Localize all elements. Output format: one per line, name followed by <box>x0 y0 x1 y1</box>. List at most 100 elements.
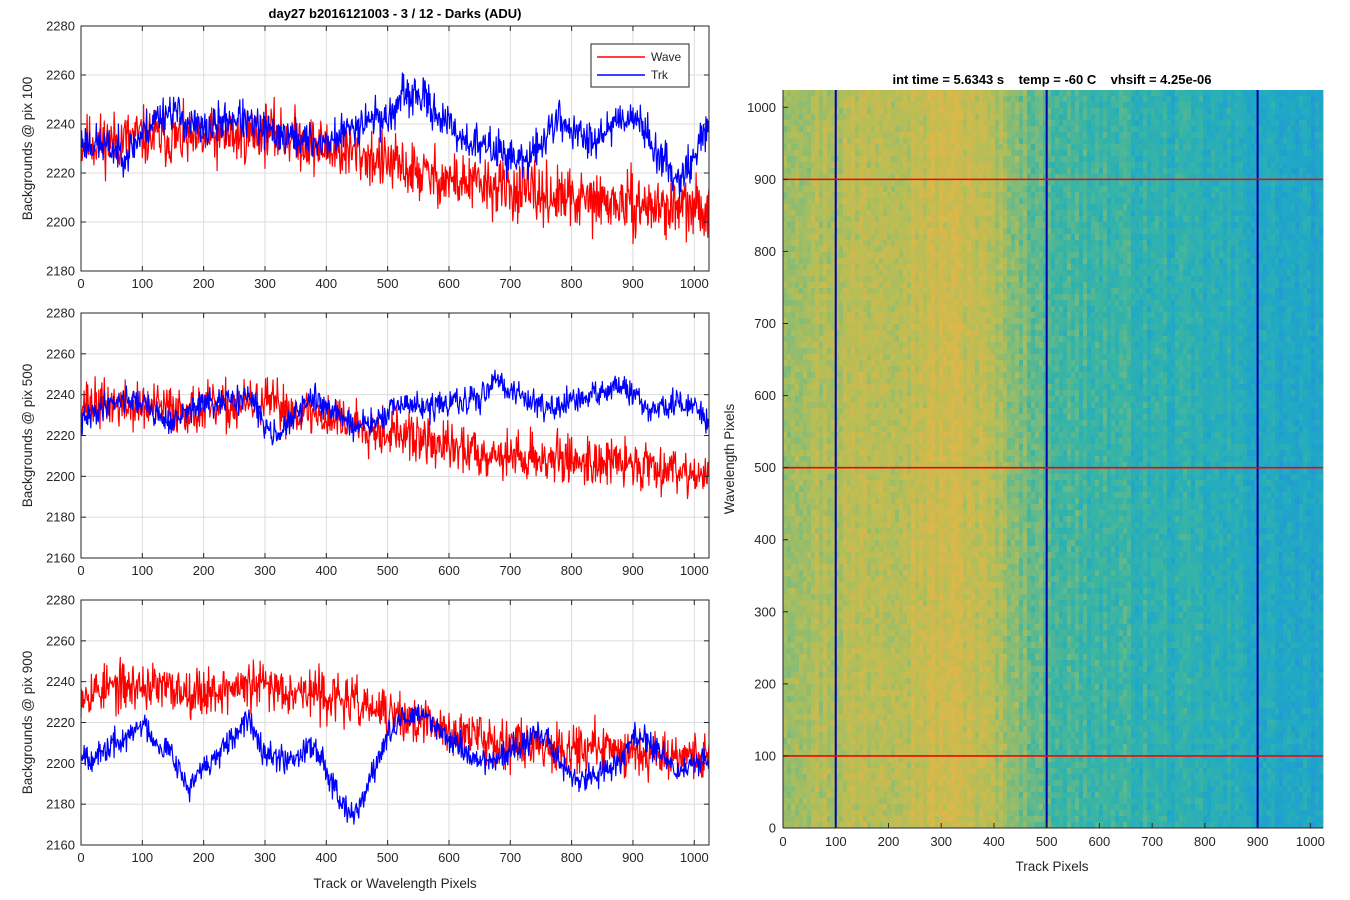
heatmap-cell <box>935 222 940 229</box>
heatmap-cell <box>891 192 896 199</box>
heatmap-cell <box>899 438 904 445</box>
heatmap-cell <box>795 756 800 763</box>
line-panel-pix-900: 0 100 200 300 400 500 600 700 800 900 100021602180… <box>20 593 710 865</box>
heatmap-cell <box>863 150 868 157</box>
heatmap-cell <box>903 612 908 619</box>
heatmap-cell <box>823 666 828 673</box>
heatmap-cell <box>935 90 940 97</box>
heatmap-cell <box>879 606 884 613</box>
heatmap-cell <box>903 336 908 343</box>
heatmap-cell <box>827 582 832 589</box>
heatmap-cell <box>899 102 904 109</box>
x-tick-label: 1000 <box>680 276 709 291</box>
heatmap-cell <box>875 180 880 187</box>
heatmap-cell <box>935 126 940 133</box>
heatmap-cell <box>783 588 788 595</box>
heatmap-cell <box>867 396 872 403</box>
heatmap-cell <box>935 324 940 331</box>
heatmap-cell <box>903 636 908 643</box>
heatmap-cell <box>799 444 804 451</box>
heatmap-cell <box>791 348 796 355</box>
heatmap-cell <box>811 576 816 583</box>
heatmap-cell <box>819 414 824 421</box>
heatmap-cell <box>867 96 872 103</box>
heatmap-cell <box>875 732 880 739</box>
heatmap-cell <box>843 462 848 469</box>
heatmap-cell <box>867 390 872 397</box>
heatmap-cell <box>859 462 864 469</box>
heatmap-cell <box>927 432 932 439</box>
heatmap-cell <box>911 600 916 607</box>
heatmap-cell <box>831 528 836 535</box>
heatmap-cell <box>915 630 920 637</box>
heatmap-cell <box>819 276 824 283</box>
y-tick-label: 2260 <box>46 68 75 83</box>
heatmap-cell <box>831 750 836 757</box>
heatmap-cell <box>871 732 876 739</box>
heatmap-cell <box>783 540 788 547</box>
heatmap-cell <box>883 522 888 529</box>
heatmap-cell <box>803 336 808 343</box>
heatmap-cell <box>851 600 856 607</box>
heatmap-cell <box>815 690 820 697</box>
heatmap-cell <box>835 756 840 763</box>
heatmap-cell <box>895 342 900 349</box>
heatmap-cell <box>811 510 816 517</box>
heatmap-cell <box>927 702 932 709</box>
heatmap-cell <box>795 282 800 289</box>
heatmap-cell <box>931 558 936 565</box>
heatmap-cell <box>855 558 860 565</box>
heatmap-cell <box>839 672 844 679</box>
heatmap-cell <box>835 774 840 781</box>
heatmap-cell <box>851 300 856 307</box>
heatmap-cell <box>887 348 892 355</box>
heatmap-cell <box>851 804 856 811</box>
heatmap-cell <box>847 156 852 163</box>
heatmap-cell <box>875 762 880 769</box>
heatmap-cell <box>911 522 916 529</box>
heatmap-cell <box>903 228 908 235</box>
heatmap-cell <box>831 108 836 115</box>
heatmap-cell <box>891 564 896 571</box>
heatmap-cell <box>915 144 920 151</box>
heatmap-cell <box>855 708 860 715</box>
heatmap-cell <box>875 564 880 571</box>
heatmap-cell <box>895 798 900 805</box>
heatmap-cell <box>907 702 912 709</box>
heatmap-cell <box>839 366 844 373</box>
heatmap-cell <box>855 252 860 259</box>
heatmap-cell <box>887 504 892 511</box>
heatmap-cell <box>851 534 856 541</box>
heatmap-cell <box>887 684 892 691</box>
heatmap-cell <box>831 462 836 469</box>
heatmap-cell <box>911 450 916 457</box>
heatmap-cell <box>795 588 800 595</box>
heatmap-cell <box>795 408 800 415</box>
heatmap-cell <box>903 702 908 709</box>
heatmap-cell <box>827 480 832 487</box>
heatmap-cell <box>823 798 828 805</box>
heatmap-cell <box>835 594 840 601</box>
heatmap-cell <box>859 456 864 463</box>
heatmap-cell <box>855 138 860 145</box>
heatmap-cell <box>783 192 788 199</box>
heatmap-cell <box>859 360 864 367</box>
heatmap-cell <box>867 654 872 661</box>
heatmap-cell <box>899 774 904 781</box>
heatmap-cell <box>803 522 808 529</box>
heatmap-cell <box>919 660 924 667</box>
axes: 0 100 200 300 400 500 600 700 800 900 100021602180… <box>46 306 710 578</box>
heatmap-cell <box>843 750 848 757</box>
heatmap-cell <box>811 546 816 553</box>
heatmap-cell <box>883 720 888 727</box>
heatmap-cell <box>891 366 896 373</box>
heatmap-cell <box>891 222 896 229</box>
heatmap-cell <box>783 318 788 325</box>
heatmap-cell <box>899 552 904 559</box>
heatmap-cell <box>899 768 904 775</box>
heatmap-cell <box>839 786 844 793</box>
heatmap-cell <box>815 132 820 139</box>
heatmap-cell <box>847 498 852 505</box>
heatmap-cell <box>895 618 900 625</box>
heatmap-cell <box>887 330 892 337</box>
